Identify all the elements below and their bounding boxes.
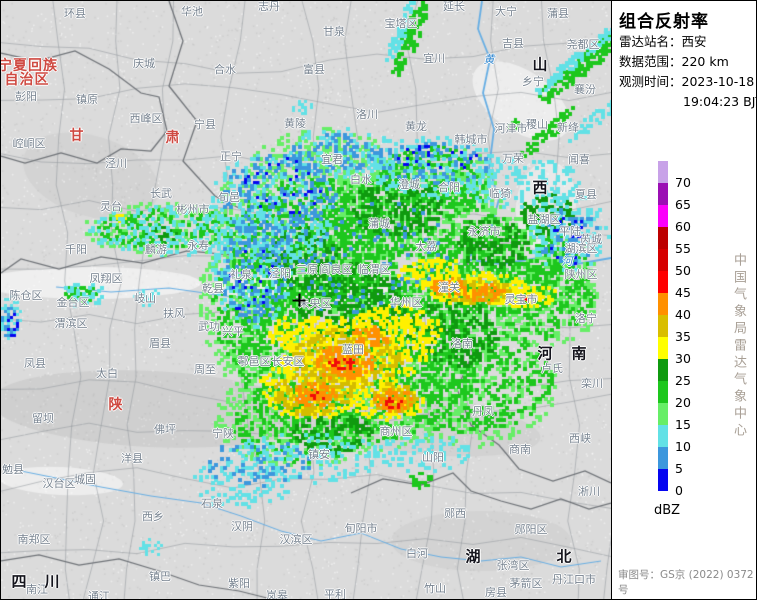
legend-step: 10 [658,425,691,454]
legend-tick-label: 65 [675,197,691,212]
legend-swatch [658,293,668,315]
time-row-2: 19:04:23 BJT [619,92,757,112]
legend-swatch [658,315,668,337]
range-row: 数据范围：220 km [619,52,756,72]
legend-swatch [658,249,668,271]
legend-tick-label: 15 [675,417,691,432]
info-panel: 组合反射率 雷达站名：西安 数据范围：220 km 观测时间：2023-10-1… [611,1,757,599]
legend-tick-label: 55 [675,241,691,256]
legend-unit-label: dBZ [654,503,681,518]
legend-swatch [658,425,668,447]
legend-swatch [658,403,668,425]
legend-tick-label: 25 [675,373,691,388]
range-value: 220 km [681,54,729,69]
legend-tick-label: 70 [675,175,691,190]
legend-swatch [658,381,668,403]
radar-info: 雷达站名：西安 数据范围：220 km 观测时间：2023-10-18 19:0… [619,32,757,112]
legend-tick-label: 50 [675,263,691,278]
legend-tick-label: 35 [675,329,691,344]
legend-tick-label: 40 [675,307,691,322]
legend-step: 65 [658,183,691,212]
station-row: 雷达站名：西安 [619,32,756,52]
legend-step: 25 [658,359,691,388]
time-label: 观测时间： [619,74,682,89]
legend-step: 40 [658,293,691,322]
legend-step: 15 [658,403,691,432]
legend-step: 20 [658,381,691,410]
time-clock-value: 19:04:23 BJT [683,94,757,109]
legend-step: 5 [658,447,683,476]
legend-swatch [658,205,668,227]
legend-step: 0 [658,469,683,498]
legend-step: 70 [658,161,691,190]
legend-step: 30 [658,337,691,366]
legend-swatch [658,161,668,183]
legend-step: 35 [658,315,691,344]
legend-tick-label: 5 [675,461,683,476]
legend-tick-label: 60 [675,219,691,234]
time-date-value: 2023-10-18 [681,74,755,89]
legend-swatch [658,337,668,359]
radar-station-marker [292,293,306,307]
legend-step: 55 [658,227,691,256]
legend-swatch [658,469,668,491]
station-value: 西安 [681,34,707,49]
range-label: 数据范围： [619,54,682,69]
radar-echo-canvas [1,1,611,599]
legend-tick-label: 45 [675,285,691,300]
legend-tick-label: 10 [675,439,691,454]
legend-swatch [658,447,668,469]
radar-map: 环县 华池 志丹 甘泉 宝塔区 延长 大宁 蒲县 吉县 尧都区 宜川 乡宁 襄汾 庆城 彭阳 镇原 西峰区 崆峒区… [1,1,611,599]
legend-step: 45 [658,271,691,300]
legend-swatch [658,359,668,381]
legend-tick-label: 30 [675,351,691,366]
product-title: 组合反射率 [619,12,709,32]
legend-step: 50 [658,249,691,278]
reflectivity-legend: 70 65 60 55 50 45 40 35 30 25 20 15 10 5 0 [658,161,691,498]
legend-step: 60 [658,205,691,234]
legend-tick-label: 0 [675,483,683,498]
legend-swatch [658,227,668,249]
station-label: 雷达站名： [619,34,682,49]
legend-swatch [658,183,668,205]
legend-tick-label: 20 [675,395,691,410]
cma-watermark: 中国气象局雷达气象中心 [731,253,746,440]
time-row: 观测时间：2023-10-18 [619,72,756,92]
legend-swatch [658,271,668,293]
map-approval-number: 审图号：GS京 (2022) 0372号 [618,569,754,596]
